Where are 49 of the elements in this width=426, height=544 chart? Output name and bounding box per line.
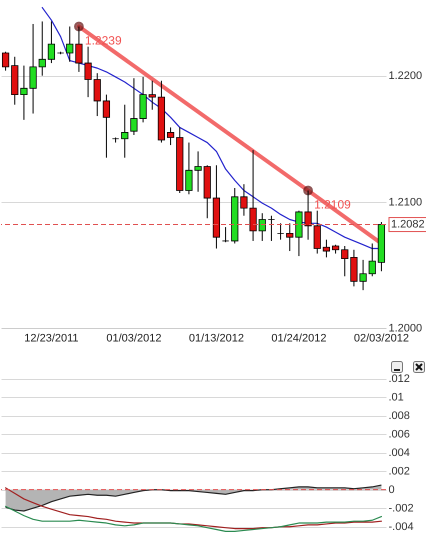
candlestick xyxy=(112,137,120,144)
candlestick xyxy=(276,222,284,240)
x-tick-label: 01/13/2012 xyxy=(188,332,244,344)
candlestick xyxy=(38,20,46,76)
candlestick xyxy=(258,212,266,242)
candlestick xyxy=(249,150,257,242)
candlestick xyxy=(148,80,156,110)
candlestick xyxy=(20,65,28,120)
y-tick-label: .01 xyxy=(388,392,404,404)
candlestick xyxy=(130,78,138,136)
candlestick xyxy=(84,46,92,98)
candlestick xyxy=(94,72,101,117)
y-tick-label: 1.2000 xyxy=(388,322,422,334)
candlestick xyxy=(222,226,230,243)
candlestick xyxy=(341,246,348,277)
candlestick xyxy=(121,104,128,158)
candlestick xyxy=(102,94,110,158)
candlestick xyxy=(166,126,174,146)
candlestick xyxy=(48,20,56,64)
y-tick-label: .002 xyxy=(388,466,410,478)
x-tick-label: 12/23/2011 xyxy=(24,332,79,344)
candlestick xyxy=(368,242,376,277)
candlestick xyxy=(240,184,248,216)
candlestick xyxy=(268,215,276,242)
candlestick xyxy=(322,239,330,258)
y-tick-label: -.004 xyxy=(388,521,414,534)
y-tick-label: .012 xyxy=(388,373,410,386)
ref-line-label: 1.2082 xyxy=(391,218,425,231)
x-tick-label: 02/03/2012 xyxy=(354,332,409,344)
y-tick-label: .008 xyxy=(388,410,410,422)
y-tick-label: 1.2200 xyxy=(388,70,422,82)
candlestick xyxy=(359,259,367,291)
candlestick xyxy=(66,26,74,62)
y-tick-label: -.002 xyxy=(388,502,414,515)
candlestick xyxy=(29,23,37,114)
y-tick-label: 1.2100 xyxy=(388,196,422,208)
line-series xyxy=(4,506,382,532)
candlestick xyxy=(2,51,10,72)
x-tick-label: 01/24/2012 xyxy=(271,332,326,344)
candlestick xyxy=(139,76,147,123)
y-tick-label: 0 xyxy=(388,484,395,496)
candlestick xyxy=(286,222,294,252)
x-tick-label: 01/03/2012 xyxy=(106,332,162,344)
y-tick-label: .006 xyxy=(388,428,410,441)
candlestick xyxy=(185,142,193,195)
candlestick xyxy=(350,249,358,287)
candlestick xyxy=(314,210,321,254)
candlestick xyxy=(194,150,202,192)
y-tick-label: .004 xyxy=(388,447,410,460)
